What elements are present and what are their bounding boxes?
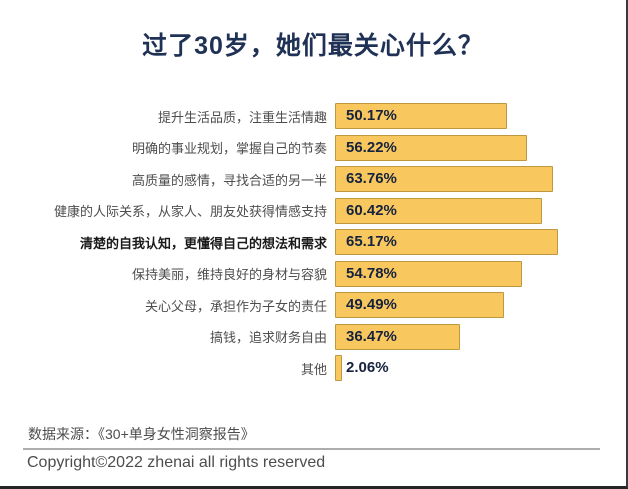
bar (335, 166, 553, 192)
bar-track: 2.06% (335, 355, 626, 381)
chart-row: 清楚的自我认知，更懂得自己的想法和需求 65.17% (0, 229, 626, 255)
bar (335, 197, 542, 224)
category-label: 高质量的感情，寻找合适的另一半 (131, 172, 327, 188)
chart-row: 保持美丽，维持良好的身材与容貌 54.78% (0, 260, 626, 287)
category-label: 明确的事业规划，掌握自己的节奏 (131, 141, 327, 156)
chart-row: 提升生活品质，注重生活情趣 50.17% (0, 103, 626, 129)
bar-track: 60.42% (335, 197, 626, 224)
chart-row: 高质量的感情，寻找合适的另一半 63.76% (0, 166, 626, 192)
category-label: 清楚的自我认知，更懂得自己的想法和需求 (79, 235, 327, 251)
chart-row: 其他 2.06% (0, 355, 626, 381)
bar-track: 36.47% (335, 323, 626, 350)
bar (335, 355, 342, 381)
chart-row: 明确的事业规划，掌握自己的节奏 56.22% (0, 134, 626, 161)
value-label: 2.06% (346, 359, 389, 376)
value-label: 65.17% (346, 233, 397, 250)
category-label: 提升生活品质，注重生活情趣 (157, 109, 327, 125)
chart-row: 搞钱，追求财务自由 36.47% (0, 323, 626, 350)
bar-track: 50.17% (335, 103, 626, 129)
chart-row: 健康的人际关系，从家人、朋友处获得情感支持 60.42% (0, 197, 626, 224)
value-label: 56.22% (346, 138, 397, 156)
copyright-note: Copyright©2022 zhenai all rights reserve… (27, 454, 326, 471)
value-label: 50.17% (346, 107, 397, 124)
value-label: 36.47% (346, 327, 397, 345)
category-label: 其他 (300, 361, 327, 377)
value-label: 54.78% (346, 264, 397, 282)
data-source-note: 数据来源：《30+单身女性洞察报告》 (28, 426, 255, 442)
category-label: 关心父母，承担作为子女的责任 (144, 298, 327, 314)
chart-title: 过了30岁，她们最关心什么？ (142, 32, 484, 60)
bar (335, 323, 460, 350)
bar (335, 260, 522, 287)
category-label: 搞钱，追求财务自由 (209, 330, 327, 345)
bar-track: 56.22% (335, 134, 626, 161)
bar (335, 134, 527, 161)
footer-divider (23, 448, 600, 450)
value-label: 63.76% (346, 170, 397, 187)
category-label: 保持美丽，维持良好的身材与容貌 (131, 267, 327, 282)
bar (335, 103, 507, 129)
chart-row: 关心父母，承担作为子女的责任 49.49% (0, 292, 626, 318)
value-label: 60.42% (346, 201, 397, 219)
bar-track: 49.49% (335, 292, 626, 318)
category-label: 健康的人际关系，从家人、朋友处获得情感支持 (53, 204, 327, 219)
bar-track: 65.17% (335, 229, 626, 255)
bar (335, 292, 504, 318)
value-label: 49.49% (346, 296, 397, 313)
bar-chart: 提升生活品质，注重生活情趣 50.17% 明确的事业规划，掌握自己的节奏 56.22%… (0, 103, 626, 381)
bar-track: 63.76% (335, 166, 626, 192)
bar-track: 54.78% (335, 260, 626, 287)
bar (335, 229, 558, 255)
